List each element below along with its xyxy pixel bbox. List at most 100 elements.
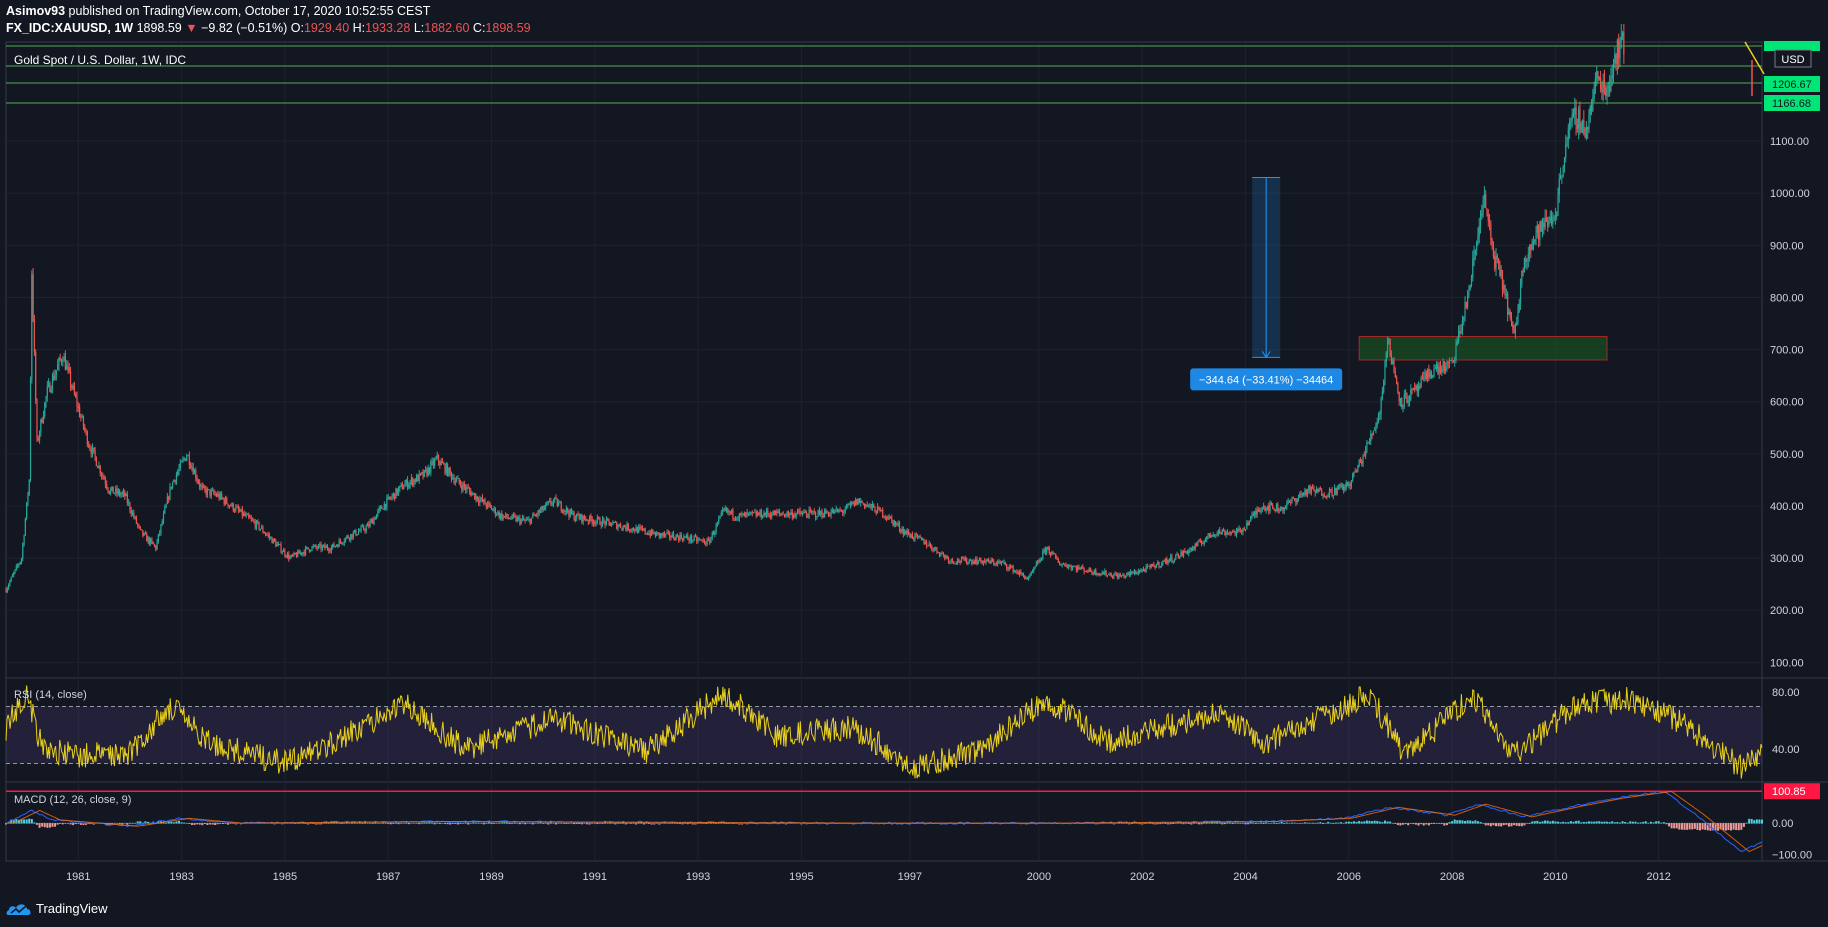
symbol-label[interactable]: FX_IDC:XAUUSD, 1W bbox=[6, 21, 134, 35]
macd-histogram-bar bbox=[547, 823, 550, 825]
macd-histogram-bar bbox=[1203, 822, 1206, 824]
macd-histogram-bar bbox=[500, 822, 503, 824]
candle-body bbox=[449, 467, 451, 473]
candle-body bbox=[161, 521, 163, 525]
tradingview-logo[interactable]: TradingView bbox=[6, 900, 108, 916]
y-tick-label: 1000.00 bbox=[1770, 188, 1810, 200]
macd-histogram-bar bbox=[118, 823, 121, 825]
candle-body bbox=[911, 533, 914, 539]
candle-body bbox=[1161, 563, 1163, 566]
macd-histogram-bar bbox=[591, 823, 594, 824]
candle-body bbox=[631, 528, 633, 531]
candle-body bbox=[851, 503, 853, 505]
published-text: published on TradingView.com, October 17… bbox=[65, 4, 431, 18]
candle-body bbox=[111, 486, 113, 490]
macd-histogram-bar bbox=[193, 823, 196, 825]
candle-body bbox=[173, 480, 175, 482]
candle-body bbox=[864, 503, 866, 508]
candle-body bbox=[693, 536, 695, 541]
macd-histogram-bar bbox=[64, 823, 67, 824]
macd-histogram-bar bbox=[1422, 823, 1425, 826]
candle-body bbox=[1253, 511, 1256, 516]
macd-histogram-bar bbox=[30, 818, 33, 824]
candle-body bbox=[1352, 473, 1354, 481]
macd-histogram-bar bbox=[1216, 822, 1219, 824]
macd-histogram-bar bbox=[1146, 823, 1149, 824]
candle-body bbox=[750, 511, 752, 513]
candle-body bbox=[1389, 338, 1391, 357]
candle-body bbox=[1083, 568, 1085, 572]
macd-histogram-bar bbox=[614, 823, 617, 825]
candle-body bbox=[289, 557, 291, 560]
macd-histogram-bar bbox=[495, 823, 498, 824]
macd-histogram-bar bbox=[170, 821, 173, 824]
candle-body bbox=[1421, 377, 1424, 379]
candle-body bbox=[1217, 529, 1220, 534]
candle-body bbox=[924, 542, 926, 545]
candle-body bbox=[421, 472, 423, 474]
macd-histogram-bar bbox=[286, 823, 289, 824]
candle-body bbox=[780, 513, 782, 515]
macd-histogram-bar bbox=[1668, 823, 1671, 827]
candle-body bbox=[129, 502, 131, 511]
macd-histogram-bar bbox=[673, 822, 676, 824]
candle-body bbox=[543, 507, 546, 511]
candle-body bbox=[1168, 559, 1170, 561]
macd-histogram-bar bbox=[555, 823, 558, 825]
macd-histogram-bar bbox=[343, 822, 346, 824]
candle-body bbox=[131, 512, 134, 515]
candle-body bbox=[1510, 318, 1513, 323]
candle-body bbox=[426, 469, 428, 476]
macd-histogram-bar bbox=[17, 819, 20, 824]
candle-body bbox=[481, 497, 484, 502]
macd-histogram-bar bbox=[531, 823, 534, 825]
macd-histogram-bar bbox=[206, 823, 209, 825]
candle-body bbox=[302, 552, 304, 555]
macd-histogram-bar bbox=[1378, 821, 1381, 824]
macd-histogram-bar bbox=[730, 823, 733, 824]
candle-body bbox=[390, 498, 392, 500]
macd-histogram-bar bbox=[552, 823, 555, 824]
candle-body bbox=[386, 497, 388, 508]
candle-body bbox=[334, 545, 336, 547]
candle-body bbox=[1460, 330, 1462, 334]
candle-body bbox=[736, 518, 738, 520]
macd-histogram-bar bbox=[534, 823, 537, 824]
candle-body bbox=[432, 460, 434, 466]
candle-body bbox=[621, 527, 623, 530]
last-price: 1898.59 bbox=[136, 21, 182, 35]
candle-body bbox=[323, 544, 325, 547]
candle-body bbox=[1281, 506, 1283, 509]
macd-histogram-bar bbox=[575, 823, 578, 824]
candle-body bbox=[870, 504, 872, 508]
macd-histogram-bar bbox=[1616, 822, 1619, 824]
candle-body bbox=[1210, 535, 1212, 538]
candle-body bbox=[874, 507, 876, 513]
candle-body bbox=[311, 546, 313, 551]
candle-body bbox=[297, 550, 299, 557]
candle-body bbox=[725, 508, 728, 511]
candle-body bbox=[1563, 157, 1566, 168]
candle-body bbox=[1092, 572, 1094, 575]
macd-histogram-bar bbox=[1691, 823, 1694, 830]
candle-body bbox=[417, 475, 419, 482]
macd-histogram-bar bbox=[472, 822, 475, 824]
candle-body bbox=[1265, 508, 1267, 511]
candle-body bbox=[1448, 360, 1451, 364]
macd-histogram-bar bbox=[436, 822, 439, 824]
macd-histogram-bar bbox=[126, 823, 129, 825]
macd-histogram-bar bbox=[480, 823, 483, 824]
macd-histogram-bar bbox=[1714, 823, 1717, 831]
macd-histogram-bar bbox=[1492, 823, 1495, 826]
candle-body bbox=[803, 511, 805, 513]
x-tick-label: 2010 bbox=[1543, 871, 1567, 883]
candle-body bbox=[10, 577, 12, 582]
publisher-name[interactable]: Asimov93 bbox=[6, 4, 66, 18]
macd-histogram-bar bbox=[382, 822, 385, 824]
x-tick-label: 2006 bbox=[1337, 871, 1361, 883]
candle-body bbox=[1053, 552, 1056, 555]
candle-body bbox=[1293, 498, 1296, 501]
candle-body bbox=[1234, 530, 1236, 535]
candle-body bbox=[341, 542, 343, 544]
candle-body bbox=[613, 522, 615, 524]
